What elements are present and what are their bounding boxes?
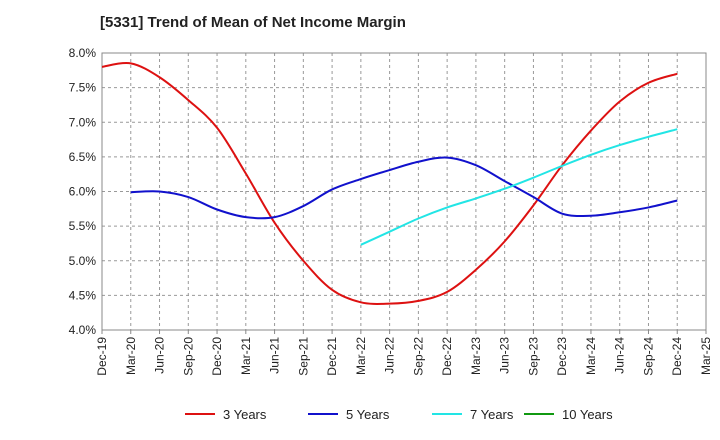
legend-item: 7 Years <box>432 407 514 422</box>
grid-lines <box>102 53 706 330</box>
legend-label: 10 Years <box>562 407 613 422</box>
x-tick-label: Dec-20 <box>210 337 224 376</box>
y-tick-label: 5.5% <box>69 219 97 233</box>
legend-item: 5 Years <box>308 407 390 422</box>
y-tick-label: 4.5% <box>69 288 97 302</box>
series-7-years <box>360 128 678 246</box>
y-tick-label: 4.0% <box>69 323 97 337</box>
x-tick-label: Mar-24 <box>584 337 598 375</box>
plot-frame <box>101 52 707 331</box>
x-tick-label: Sep-22 <box>411 337 425 376</box>
y-tick-label: 7.0% <box>69 115 97 129</box>
y-tick-label: 6.0% <box>69 185 97 199</box>
legend-label: 5 Years <box>346 407 390 422</box>
x-axis: Dec-19 Mar-20 Jun-20 Sep-20 Dec-20 Mar-21 Jun-… <box>95 330 713 376</box>
x-tick-label: Sep-23 <box>526 337 540 376</box>
x-tick-label: Dec-23 <box>555 337 569 376</box>
series-line <box>130 156 678 220</box>
x-tick-label: Sep-21 <box>296 337 310 376</box>
y-tick-label: 5.0% <box>69 254 97 268</box>
x-tick-label: Jun-22 <box>383 337 397 374</box>
x-tick-label: Jun-20 <box>153 337 167 374</box>
x-tick-label: Sep-24 <box>641 337 655 376</box>
x-tick-label: Sep-20 <box>181 337 195 376</box>
series-lines <box>101 62 678 305</box>
legend-item: 3 Years <box>185 407 267 422</box>
x-tick-label: Dec-19 <box>95 337 109 376</box>
x-tick-label: Dec-21 <box>325 337 339 376</box>
series-3-years <box>101 62 678 305</box>
legend: 3 Years 5 Years 7 Years 10 Years <box>185 407 613 422</box>
legend-label: 3 Years <box>223 407 267 422</box>
series-line <box>101 62 678 305</box>
y-tick-label: 8.0% <box>69 46 97 60</box>
series-5-years <box>130 156 678 220</box>
y-tick-label: 6.5% <box>69 150 97 164</box>
x-tick-label: Jun-21 <box>268 337 282 374</box>
x-tick-label: Jun-23 <box>498 337 512 374</box>
legend-label: 7 Years <box>470 407 514 422</box>
series-line <box>360 128 678 246</box>
x-tick-label: Jun-24 <box>613 337 627 374</box>
x-tick-label: Mar-21 <box>239 337 253 375</box>
legend-item: 10 Years <box>524 407 613 422</box>
chart-title: [5331] Trend of Mean of Net Income Margi… <box>100 14 406 31</box>
x-tick-label: Mar-25 <box>699 337 713 375</box>
x-tick-label: Mar-22 <box>354 337 368 375</box>
x-tick-label: Dec-24 <box>670 337 684 376</box>
y-tick-label: 7.5% <box>69 81 97 95</box>
y-axis: 4.0% 4.5% 5.0% 5.5% 6.0% 6.5% 7.0% 7.5% 8.0% <box>69 46 97 337</box>
x-tick-label: Mar-20 <box>124 337 138 375</box>
x-tick-label: Mar-23 <box>469 337 483 375</box>
x-tick-label: Dec-22 <box>440 337 454 376</box>
